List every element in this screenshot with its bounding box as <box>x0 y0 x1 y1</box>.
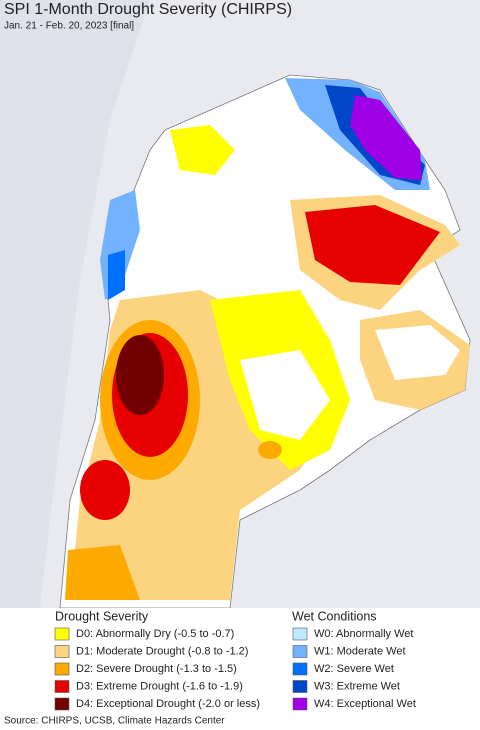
region-normal <box>375 325 460 380</box>
legend-swatch <box>54 627 70 641</box>
legend-panel <box>0 608 480 730</box>
legend-label: D4: Exceptional Drought (-2.0 or less) <box>76 698 260 710</box>
legend-label: D2: Severe Drought (-1.3 to -1.5) <box>76 663 237 675</box>
drought-area <box>305 205 440 285</box>
map <box>0 0 480 609</box>
legend-label: W1: Moderate Wet <box>314 645 406 657</box>
legend-label: D3: Extreme Drought (-1.6 to -1.9) <box>76 680 243 692</box>
legend-swatch <box>54 645 70 658</box>
map-title: SPI 1-Month Drought Severity (CHIRPS) <box>4 1 292 18</box>
drought-area <box>170 125 235 175</box>
drought-area <box>116 335 164 415</box>
legend-swatch <box>54 680 70 693</box>
legend-label: W4: Exceptional Wet <box>314 698 416 710</box>
legend-swatch <box>54 697 70 711</box>
wet-area <box>108 250 125 300</box>
legend-swatch <box>292 680 308 693</box>
legend-swatch <box>54 662 70 676</box>
wet-area <box>350 95 422 180</box>
drought-area <box>80 460 130 520</box>
legend-label: D1: Moderate Drought (-0.8 to -1.2) <box>76 645 248 657</box>
region-normal <box>240 350 330 440</box>
ocean <box>0 0 150 608</box>
legend-title: Drought Severity <box>55 609 149 623</box>
source: Source: CHIRPS, UCSB, Climate Hazards Ce… <box>4 716 225 727</box>
legend-label: D0: Abnormally Dry (-0.5 to -0.7) <box>76 628 234 640</box>
legend-label: W0: Abnormally Wet <box>314 628 413 640</box>
map-subtitle: Jan. 21 - Feb. 20, 2023 [final] <box>4 21 134 32</box>
legend-swatch <box>292 627 308 641</box>
legend-swatch <box>292 662 308 676</box>
legend-swatch <box>292 697 308 711</box>
drought-area <box>258 441 282 459</box>
drought-area <box>65 545 140 600</box>
legend-label: W3: Extreme Wet <box>314 680 400 692</box>
legend-label: W2: Severe Wet <box>314 663 394 675</box>
legend-title: Wet Conditions <box>292 609 377 623</box>
legend-swatch <box>292 645 308 658</box>
